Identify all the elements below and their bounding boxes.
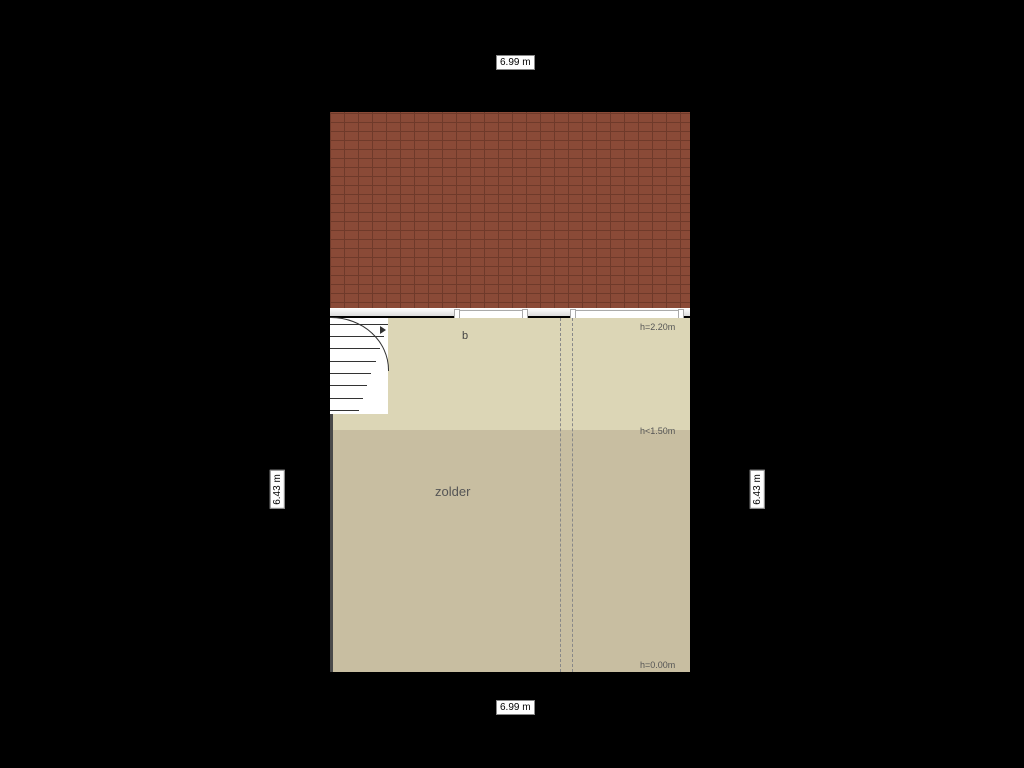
marker-b: b	[462, 330, 468, 342]
dim-width-bottom: 6.99 m	[496, 700, 535, 715]
room-label-zolder: zolder	[435, 484, 470, 499]
zone-headroom-low	[330, 430, 690, 672]
headroom-guide-2	[572, 318, 573, 672]
roof-tiles	[330, 112, 690, 312]
dim-depth-right: 6.43 m	[750, 470, 765, 509]
height-label-220: h=2.20m	[640, 322, 675, 332]
height-label-000: h=0.00m	[640, 660, 675, 670]
dim-depth-left: 6.43 m	[270, 470, 285, 509]
dim-width-top: 6.99 m	[496, 55, 535, 70]
stair-direction-arrow-icon	[380, 326, 386, 334]
floorplan-canvas: 6.99 m 6.99 m 6.43 m 6.43 m h=2.20m h<1.…	[0, 0, 1024, 768]
height-label-150: h<1.50m	[640, 426, 675, 436]
headroom-guide-1	[560, 318, 561, 672]
